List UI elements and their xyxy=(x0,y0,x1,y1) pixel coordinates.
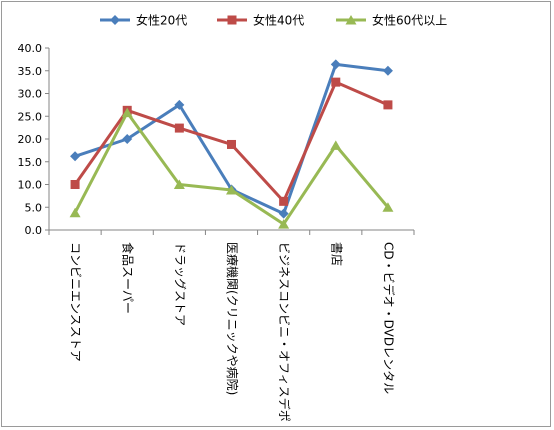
data-point xyxy=(174,123,184,133)
data-point xyxy=(70,180,80,189)
category-label: 医療機関(クリニックや病院) xyxy=(225,242,240,395)
category-label: コンビニエンスストア xyxy=(69,242,83,362)
legend-marker xyxy=(227,15,237,25)
data-point xyxy=(122,134,133,144)
y-tick-label: 30.0 xyxy=(18,88,43,101)
category-label: CD・ビデオ・DVDレンタル xyxy=(381,242,396,394)
legend-item: 女性20代 xyxy=(100,13,187,28)
category-label: ビジネスコンビニ・オフィスデポ xyxy=(277,242,292,422)
data-point xyxy=(227,139,236,149)
data-point xyxy=(330,140,342,150)
y-tick-label: 25.0 xyxy=(18,110,43,123)
y-tick-label: 15.0 xyxy=(18,156,43,169)
data-point xyxy=(174,99,185,110)
legend-label: 女性40代 xyxy=(253,13,304,28)
category-label: 食品スーパー xyxy=(121,242,136,314)
legend-item: 女性40代 xyxy=(217,13,304,28)
data-point xyxy=(173,179,185,189)
data-point xyxy=(226,184,237,195)
data-point xyxy=(382,65,393,76)
legend: 女性20代 女性40代 女性60代以上 xyxy=(100,13,447,28)
legend-item: 女性60代以上 xyxy=(336,13,447,28)
data-point xyxy=(278,219,290,229)
series-line xyxy=(73,111,390,226)
axes: 0.0 5.0 10.0 15.0 20.0 25.0 30.0 35.0 40.0 コンビニエン… xyxy=(18,42,415,422)
y-tick-label: 0.0 xyxy=(25,224,43,237)
data-point xyxy=(330,59,341,70)
series-3 xyxy=(69,107,394,229)
y-tick-label: 10.0 xyxy=(18,179,43,192)
data-point xyxy=(278,208,289,219)
y-tick-label: 35.0 xyxy=(18,65,43,78)
legend-label: 女性60代以上 xyxy=(372,13,447,28)
legend-marker xyxy=(345,15,357,25)
category-label: 書店 xyxy=(329,242,343,266)
data-point xyxy=(382,202,394,212)
data-point xyxy=(331,77,341,87)
series-group xyxy=(69,59,394,229)
y-tick-label: 20.0 xyxy=(18,133,43,146)
legend-marker xyxy=(110,15,120,25)
data-point xyxy=(69,207,81,218)
data-point xyxy=(70,151,81,162)
category-label: ドラッグストア xyxy=(173,242,187,326)
data-point xyxy=(383,100,393,110)
legend-label: 女性20代 xyxy=(136,13,187,28)
y-tick-label: 40.0 xyxy=(18,42,43,55)
data-point xyxy=(121,107,133,118)
y-tick-label: 5.0 xyxy=(25,201,43,214)
data-point xyxy=(279,196,289,206)
series-1 xyxy=(70,59,393,219)
